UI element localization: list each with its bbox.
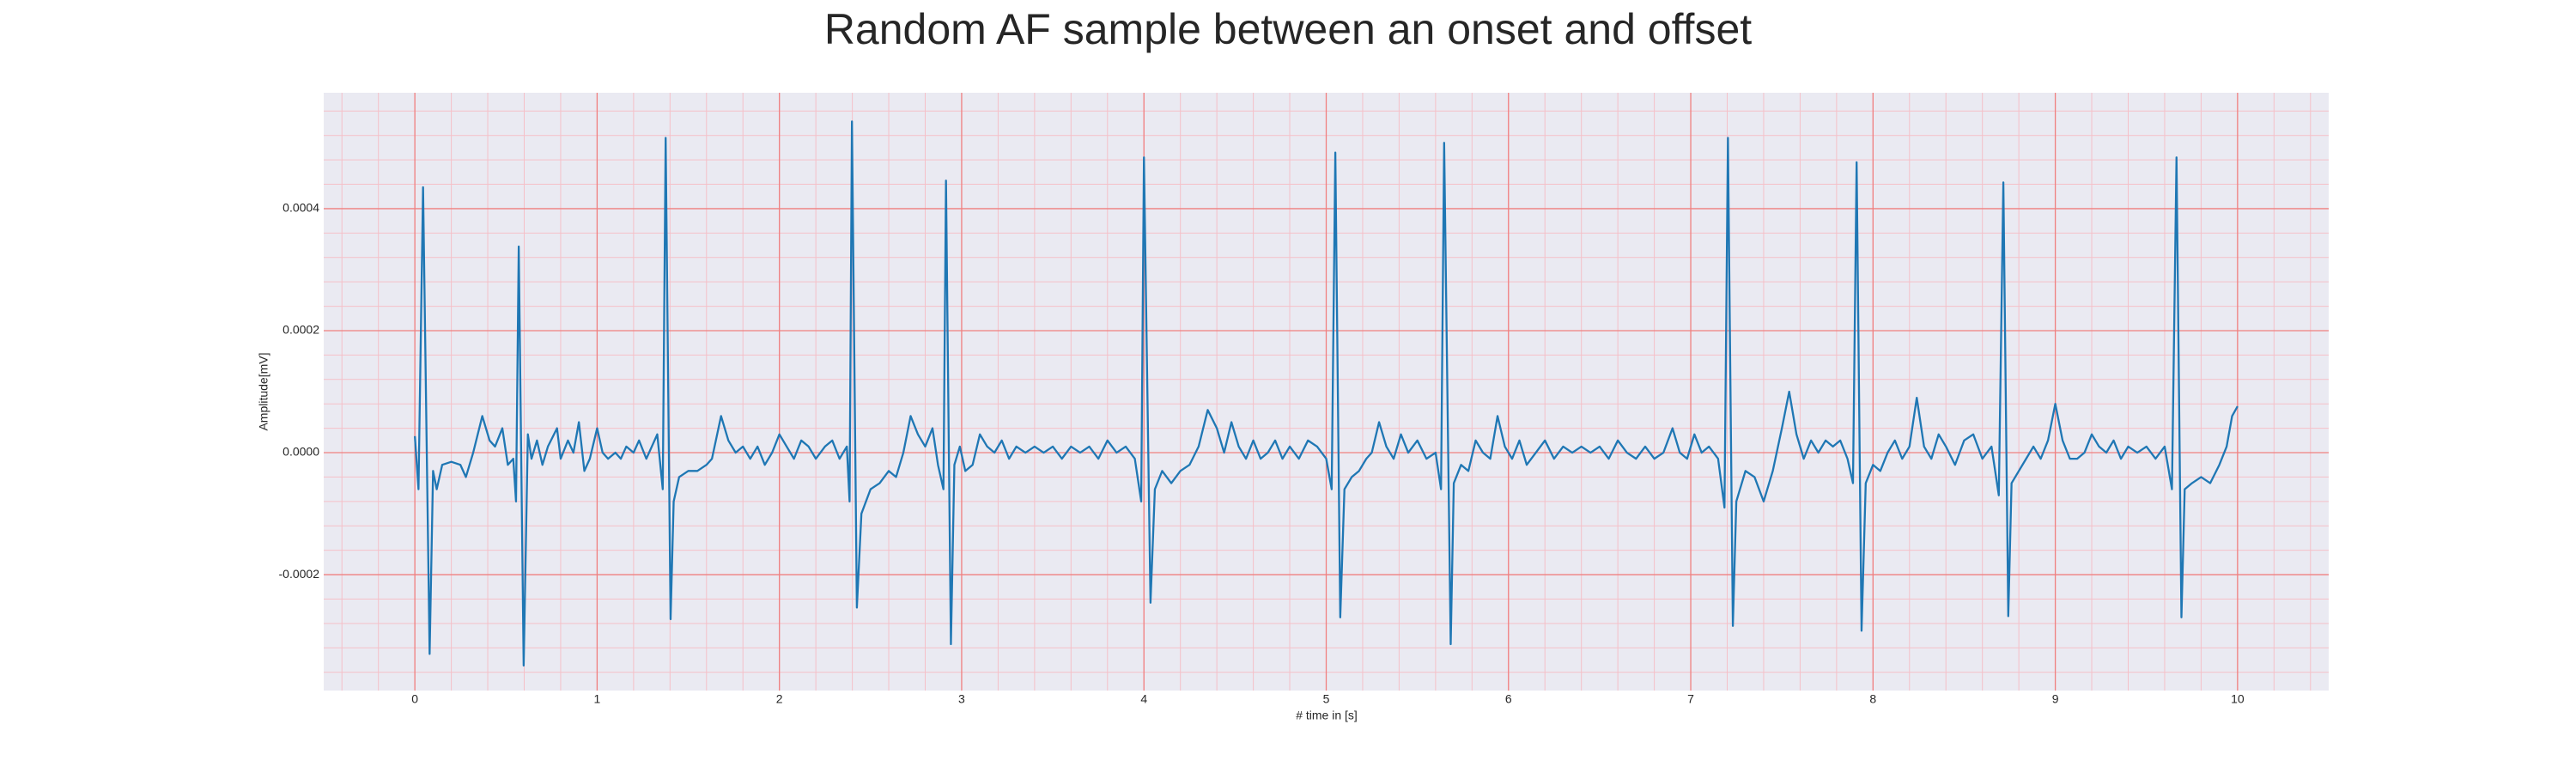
x-tick-label: 9 — [2052, 692, 2059, 706]
x-tick-label: 0 — [411, 692, 418, 706]
y-axis-label: Amplitude[mV] — [257, 352, 270, 430]
data-line — [413, 120, 2239, 667]
x-tick-label: 1 — [594, 692, 601, 706]
x-tick-label: 3 — [958, 692, 965, 706]
x-tick-label: 4 — [1140, 692, 1147, 706]
x-tick-label: 6 — [1505, 692, 1512, 706]
x-tick-label: 5 — [1323, 692, 1330, 706]
x-tick-label: 2 — [776, 692, 783, 706]
x-tick-label: 8 — [1869, 692, 1876, 706]
y-tick-label: -0.0002 — [279, 567, 320, 581]
chart-title: Random AF sample between an onset and of… — [824, 5, 1752, 53]
x-tick-label: 7 — [1687, 692, 1694, 706]
x-tick-label: 10 — [2231, 692, 2245, 706]
y-tick-label: 0.0000 — [283, 445, 319, 459]
y-tick-label: 0.0004 — [283, 201, 319, 215]
y-tick-label: 0.0002 — [283, 323, 319, 337]
x-axis-label: # time in [s] — [1296, 709, 1358, 722]
